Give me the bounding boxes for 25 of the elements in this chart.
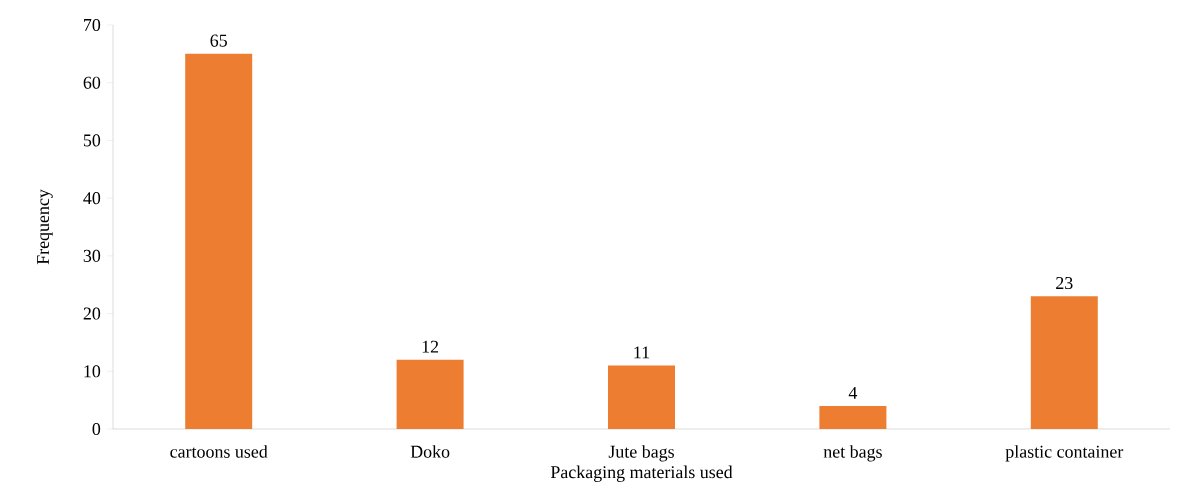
- y-tick-label: 60: [83, 76, 101, 89]
- x-tick-label: cartoons used: [170, 445, 268, 458]
- y-tick-label: 10: [84, 365, 101, 378]
- data-label: 65: [210, 34, 227, 47]
- bar: [1030, 296, 1098, 429]
- y-tick-label: 50: [83, 134, 101, 147]
- bar: [185, 53, 253, 429]
- bar: [819, 405, 887, 429]
- x-tick-label: plastic container: [1005, 445, 1124, 462]
- bar: [396, 359, 464, 429]
- data-label: 12: [422, 340, 439, 353]
- y-tick-label: 20: [83, 307, 101, 320]
- x-tick-label: net bags: [823, 445, 882, 462]
- x-tick-label: Jute bags: [608, 445, 674, 462]
- y-tick-label: 40: [83, 192, 101, 205]
- y-axis-title: Frequency: [37, 189, 53, 265]
- y-tick-label: 0: [92, 422, 101, 436]
- y-tick-label: 30: [83, 249, 101, 262]
- x-tick-label: Doko: [410, 445, 450, 458]
- x-axis-title: Packaging materials used: [550, 465, 733, 482]
- y-tick-label: 70: [84, 18, 101, 32]
- data-label: 23: [1056, 277, 1073, 290]
- data-label: 11: [634, 346, 650, 359]
- data-label: 4: [848, 386, 858, 399]
- bar: [608, 365, 675, 429]
